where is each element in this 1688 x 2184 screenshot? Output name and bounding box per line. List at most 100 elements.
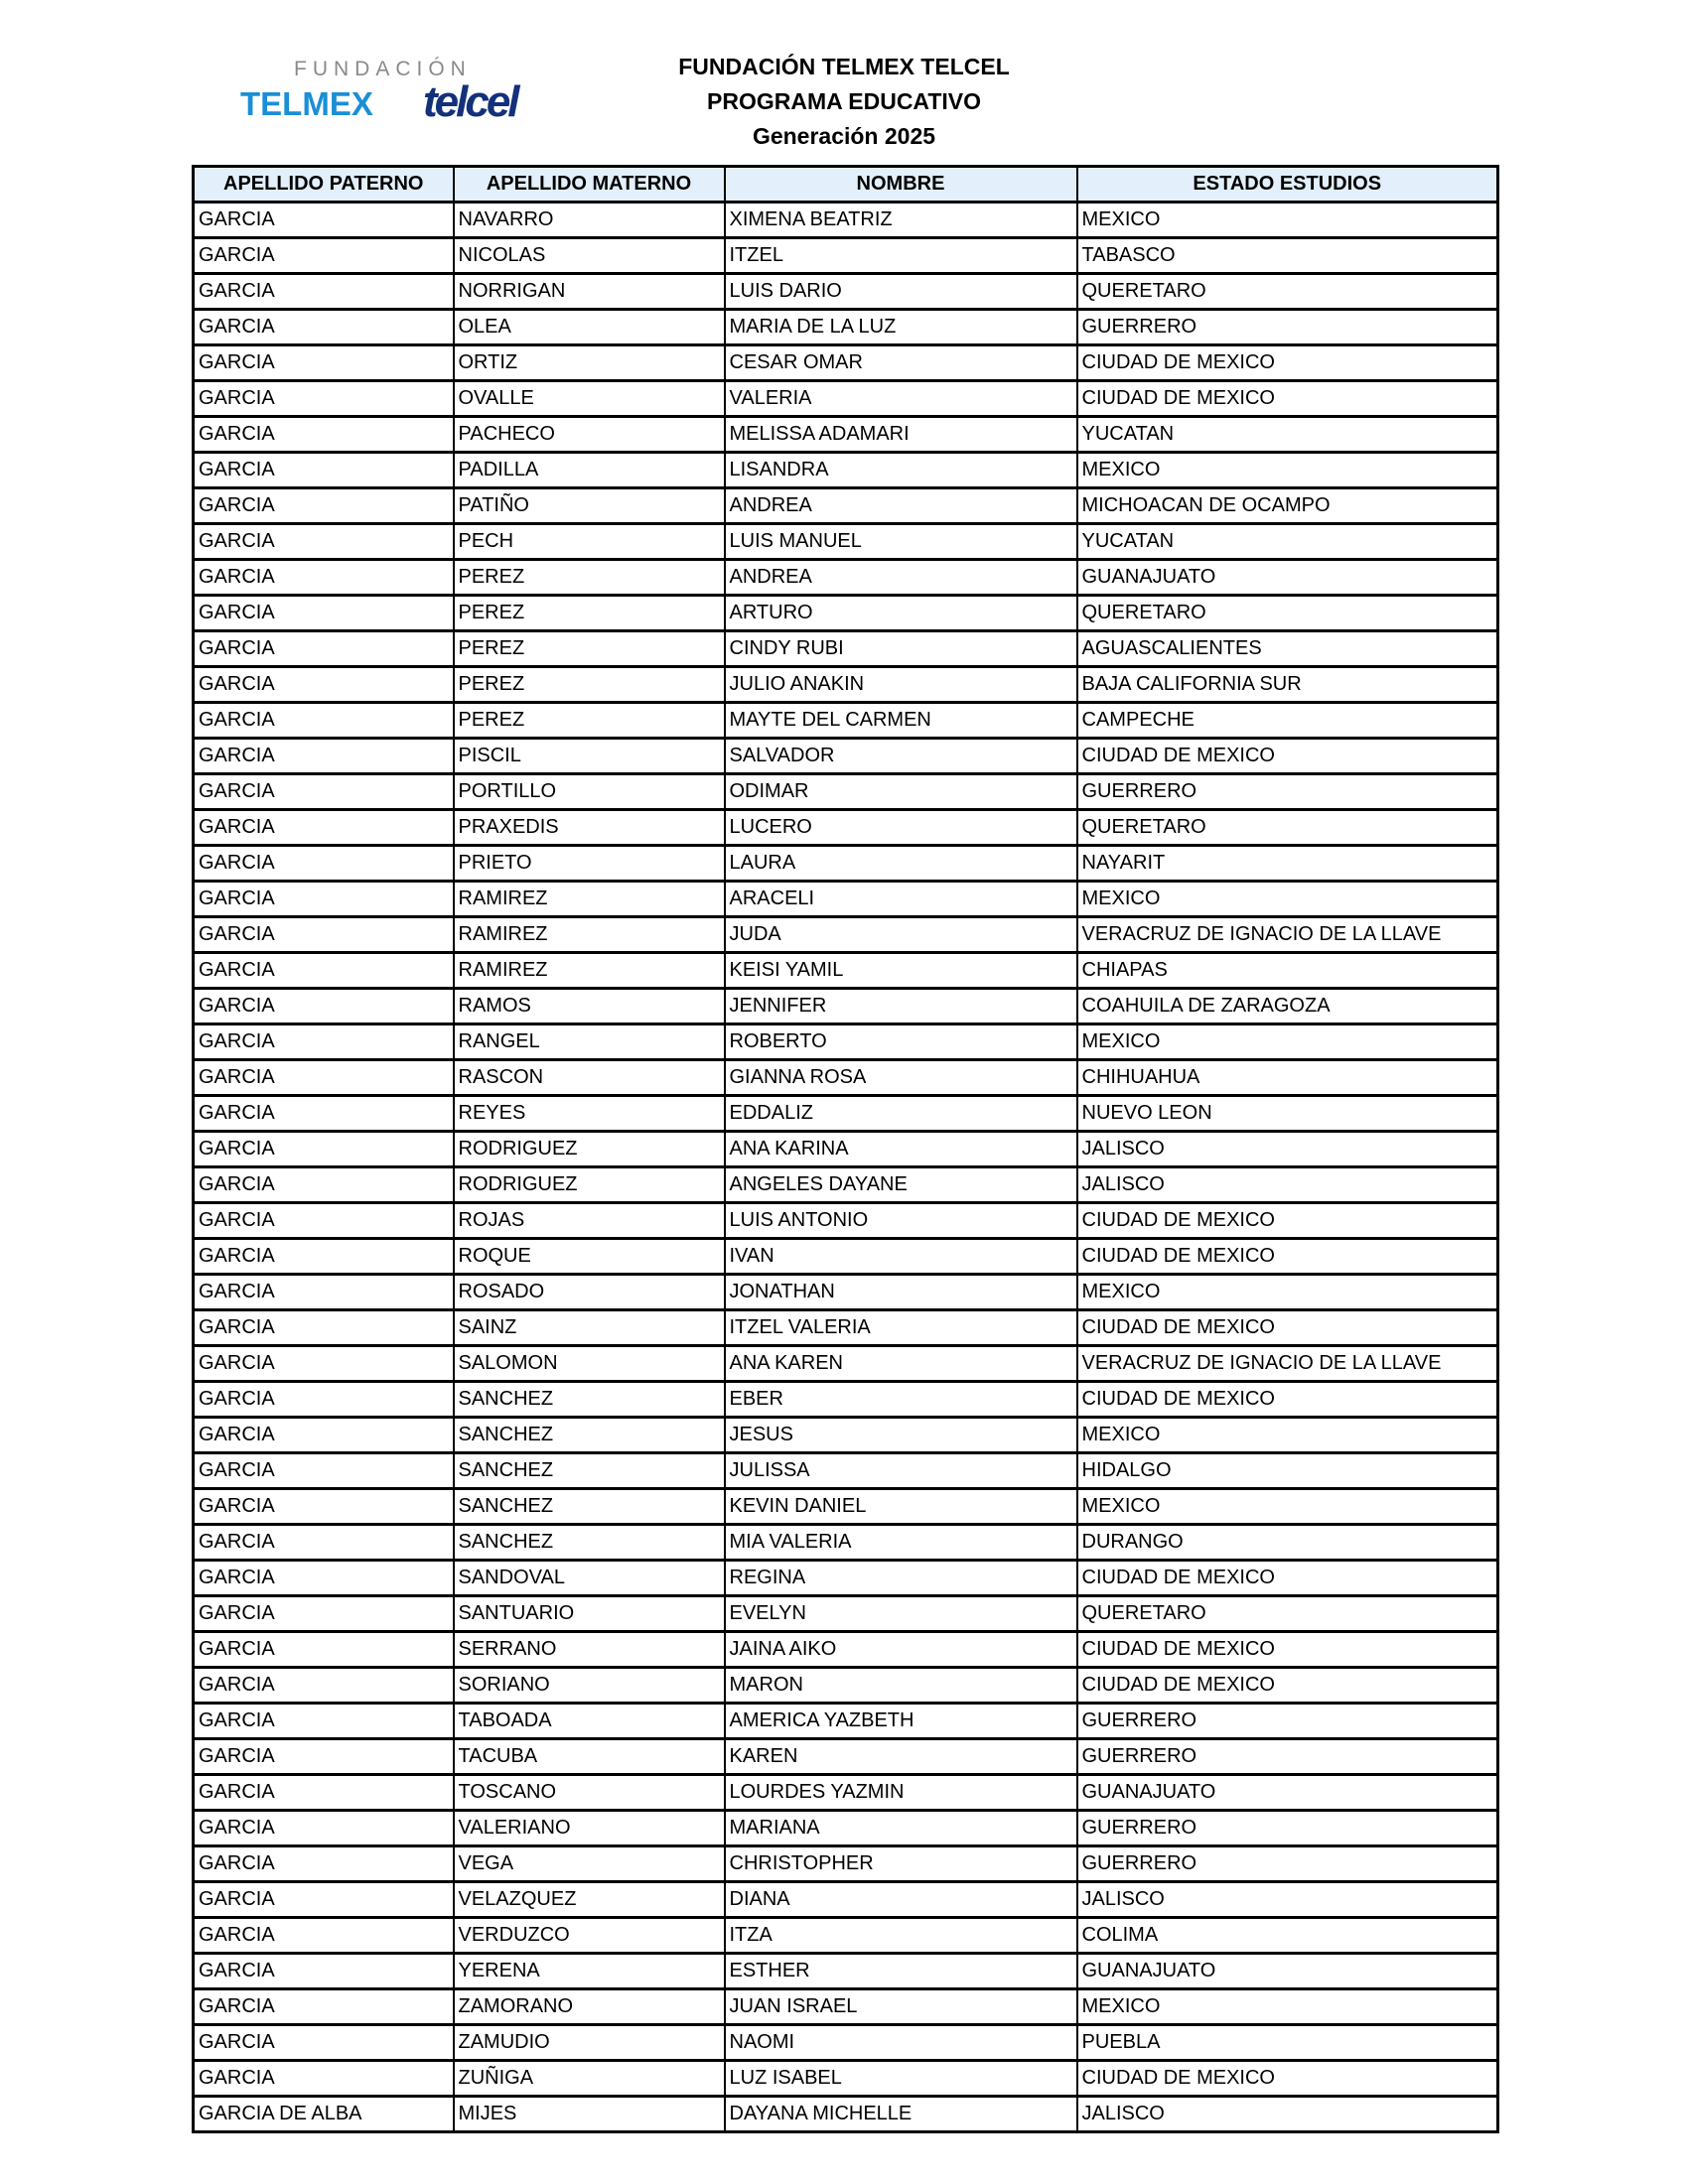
table-row: GARCIA RAMIREZ JUDA VERACRUZ DE IGNACIO DE … [192,916,1499,954]
nombre-cell: ITZEL VALERIA [723,1309,1078,1347]
apellido-paterno-cell: GARCIA [192,1524,455,1562]
table-row: GARCIA RAMIREZ KEISI YAMIL CHIAPAS [192,952,1499,990]
apellido-materno-cell: SALOMON [452,1345,726,1383]
estado-estudios-cell: YUCATAN [1075,523,1499,561]
apellido-materno-cell: SANDOVAL [452,1560,726,1597]
apellido-paterno-cell: GARCIA [192,988,455,1025]
estado-estudios-cell: JALISCO [1075,1166,1499,1204]
table-body: GARCIA NAVARRO XIMENA BEATRIZ MEXICO GARCIA N… [192,202,1499,2133]
apellido-materno-cell: SAINZ [452,1309,726,1347]
document-header: FUNDACIÓN TELMEX TELCEL PROGRAMA EDUCATI… [556,50,1132,154]
apellido-materno-cell: VELAZQUEZ [452,1881,726,1919]
logo-telmex-text: TELMEX [240,85,373,122]
table-row: GARCIA PEREZ ANDREA GUANAJUATO [192,559,1499,597]
estado-estudios-cell: CIUDAD DE MEXICO [1075,1667,1499,1705]
apellido-materno-cell: PISCIL [452,738,726,775]
apellido-paterno-cell: GARCIA [192,1274,455,1311]
estado-estudios-cell: CIUDAD DE MEXICO [1075,1631,1499,1669]
nombre-cell: KEVIN DANIEL [723,1488,1078,1526]
table-row: GARCIA PRIETO LAURA NAYARIT [192,845,1499,883]
apellido-paterno-cell: GARCIA [192,952,455,990]
estado-estudios-cell: NAYARIT [1075,845,1499,883]
table-row: GARCIA ZAMORANO JUAN ISRAEL MEXICO [192,1988,1499,2026]
nombre-cell: CINDY RUBI [723,630,1078,668]
nombre-cell: LUCERO [723,809,1078,847]
nombre-cell: NAOMI [723,2024,1078,2062]
table-row: GARCIA REYES EDDALIZ NUEVO LEON [192,1095,1499,1133]
estado-estudios-cell: GUANAJUATO [1075,559,1499,597]
apellido-materno-cell: PACHECO [452,416,726,454]
estado-estudios-cell: GUERRERO [1075,1845,1499,1883]
apellido-materno-cell: PEREZ [452,666,726,704]
apellido-paterno-cell: GARCIA [192,845,455,883]
apellido-paterno-cell: GARCIA [192,1988,455,2026]
nombre-cell: MELISSA ADAMARI [723,416,1078,454]
nombre-cell: KEISI YAMIL [723,952,1078,990]
apellido-paterno-cell: GARCIA [192,1024,455,1061]
column-header-apellido-paterno: APELLIDO PATERNO [192,166,455,204]
table-row: GARCIA NICOLAS ITZEL TABASCO [192,237,1499,275]
table-row: GARCIA TACUBA KAREN GUERRERO [192,1738,1499,1776]
nombre-cell: ANA KARINA [723,1131,1078,1168]
apellido-materno-cell: SERRANO [452,1631,726,1669]
estado-estudios-cell: QUERETARO [1075,595,1499,632]
apellido-materno-cell: VALERIANO [452,1810,726,1847]
apellido-paterno-cell: GARCIA [192,809,455,847]
apellido-materno-cell: PORTILLO [452,773,726,811]
apellido-paterno-cell: GARCIA [192,1417,455,1454]
estado-estudios-cell: CHIHUAHUA [1075,1059,1499,1097]
nombre-cell: LISANDRA [723,452,1078,489]
table-row: GARCIA PORTILLO ODIMAR GUERRERO [192,773,1499,811]
table-row: GARCIA RAMIREZ ARACELI MEXICO [192,881,1499,918]
estado-estudios-cell: NUEVO LEON [1075,1095,1499,1133]
nombre-cell: IVAN [723,1238,1078,1276]
apellido-paterno-cell: GARCIA [192,237,455,275]
apellido-paterno-cell: GARCIA [192,1560,455,1597]
table-row: GARCIA PEREZ ARTURO QUERETARO [192,595,1499,632]
nombre-cell: ODIMAR [723,773,1078,811]
nombre-cell: LUIS ANTONIO [723,1202,1078,1240]
estado-estudios-cell: CIUDAD DE MEXICO [1075,380,1499,418]
nombre-cell: DAYANA MICHELLE [723,2096,1078,2133]
apellido-materno-cell: RANGEL [452,1024,726,1061]
nombre-cell: JUAN ISRAEL [723,1988,1078,2026]
apellido-materno-cell: VEGA [452,1845,726,1883]
estado-estudios-cell: GUERRERO [1075,309,1499,346]
table-row: GARCIA RAMOS JENNIFER COAHUILA DE ZARAGOZA [192,988,1499,1025]
nombre-cell: LAURA [723,845,1078,883]
estado-estudios-cell: VERACRUZ DE IGNACIO DE LA LLAVE [1075,1345,1499,1383]
apellido-paterno-cell: GARCIA [192,702,455,740]
apellido-materno-cell: PECH [452,523,726,561]
nombre-cell: ARTURO [723,595,1078,632]
apellido-materno-cell: PEREZ [452,559,726,597]
apellido-paterno-cell: GARCIA [192,1845,455,1883]
apellido-materno-cell: ROJAS [452,1202,726,1240]
estado-estudios-cell: CAMPECHE [1075,702,1499,740]
apellido-materno-cell: SANCHEZ [452,1524,726,1562]
estado-estudios-cell: QUERETARO [1075,809,1499,847]
apellido-paterno-cell: GARCIA [192,595,455,632]
table-row: GARCIA VALERIANO MARIANA GUERRERO [192,1810,1499,1847]
table-row: GARCIA VERDUZCO ITZA COLIMA [192,1917,1499,1955]
estado-estudios-cell: MEXICO [1075,1417,1499,1454]
estado-estudios-cell: CIUDAD DE MEXICO [1075,738,1499,775]
apellido-paterno-cell: GARCIA [192,1131,455,1168]
nombre-cell: ARACELI [723,881,1078,918]
apellido-paterno-cell: GARCIA [192,2024,455,2062]
nombre-cell: ANA KAREN [723,1345,1078,1383]
logo-fundacion-text: FUNDACIÓN [294,58,472,80]
apellido-paterno-cell: GARCIA [192,1595,455,1633]
estado-estudios-cell: QUERETARO [1075,273,1499,311]
estado-estudios-cell: CIUDAD DE MEXICO [1075,1309,1499,1347]
nombre-cell: LUZ ISABEL [723,2060,1078,2098]
apellido-materno-cell: PATIÑO [452,487,726,525]
apellido-paterno-cell: GARCIA [192,344,455,382]
document-title: FUNDACIÓN TELMEX TELCEL [678,54,1010,79]
table-row: GARCIA OVALLE VALERIA CIUDAD DE MEXICO [192,380,1499,418]
apellido-paterno-cell: GARCIA [192,1738,455,1776]
nombre-cell: DIANA [723,1881,1078,1919]
estado-estudios-cell: MICHOACAN DE OCAMPO [1075,487,1499,525]
table-row: GARCIA RASCON GIANNA ROSA CHIHUAHUA [192,1059,1499,1097]
apellido-paterno-cell: GARCIA [192,309,455,346]
table-row: GARCIA ROQUE IVAN CIUDAD DE MEXICO [192,1238,1499,1276]
